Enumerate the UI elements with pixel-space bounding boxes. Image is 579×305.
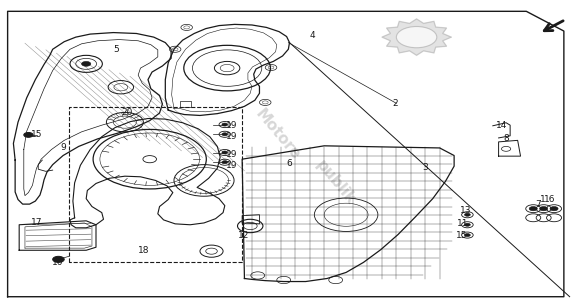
- Text: 2: 2: [393, 99, 398, 108]
- Circle shape: [464, 223, 470, 226]
- Text: 7: 7: [535, 199, 541, 209]
- Text: 17: 17: [31, 218, 43, 227]
- Text: 14: 14: [496, 121, 507, 130]
- Circle shape: [540, 206, 548, 211]
- Circle shape: [529, 206, 537, 211]
- Text: 5: 5: [113, 45, 119, 54]
- Circle shape: [222, 133, 228, 136]
- Text: 13: 13: [460, 206, 471, 215]
- Circle shape: [222, 123, 228, 126]
- Text: 18: 18: [138, 246, 150, 255]
- Text: 15: 15: [456, 231, 467, 240]
- Text: 4: 4: [310, 31, 316, 40]
- Circle shape: [24, 132, 33, 137]
- Text: 10: 10: [52, 258, 63, 267]
- Text: 20: 20: [121, 108, 132, 117]
- Text: 16: 16: [544, 195, 555, 204]
- Text: publik: publik: [313, 158, 358, 208]
- Text: 11: 11: [457, 219, 468, 228]
- Circle shape: [222, 151, 228, 154]
- Text: 19: 19: [226, 149, 237, 159]
- Text: 1: 1: [540, 195, 545, 204]
- Circle shape: [464, 234, 470, 237]
- Text: 6: 6: [287, 159, 292, 168]
- Text: 19: 19: [226, 161, 237, 170]
- Circle shape: [550, 206, 558, 211]
- Text: 19: 19: [226, 132, 237, 141]
- Text: Motore: Motore: [252, 106, 303, 163]
- Text: 15: 15: [31, 130, 43, 139]
- Circle shape: [222, 161, 228, 164]
- Text: 8: 8: [503, 134, 509, 143]
- Circle shape: [397, 27, 437, 48]
- Text: 12: 12: [237, 231, 249, 240]
- Text: 19: 19: [226, 121, 237, 130]
- Circle shape: [53, 256, 64, 262]
- Polygon shape: [382, 19, 451, 55]
- Circle shape: [82, 61, 91, 66]
- Text: 3: 3: [422, 163, 428, 172]
- Circle shape: [464, 213, 470, 216]
- Text: 9: 9: [60, 143, 66, 152]
